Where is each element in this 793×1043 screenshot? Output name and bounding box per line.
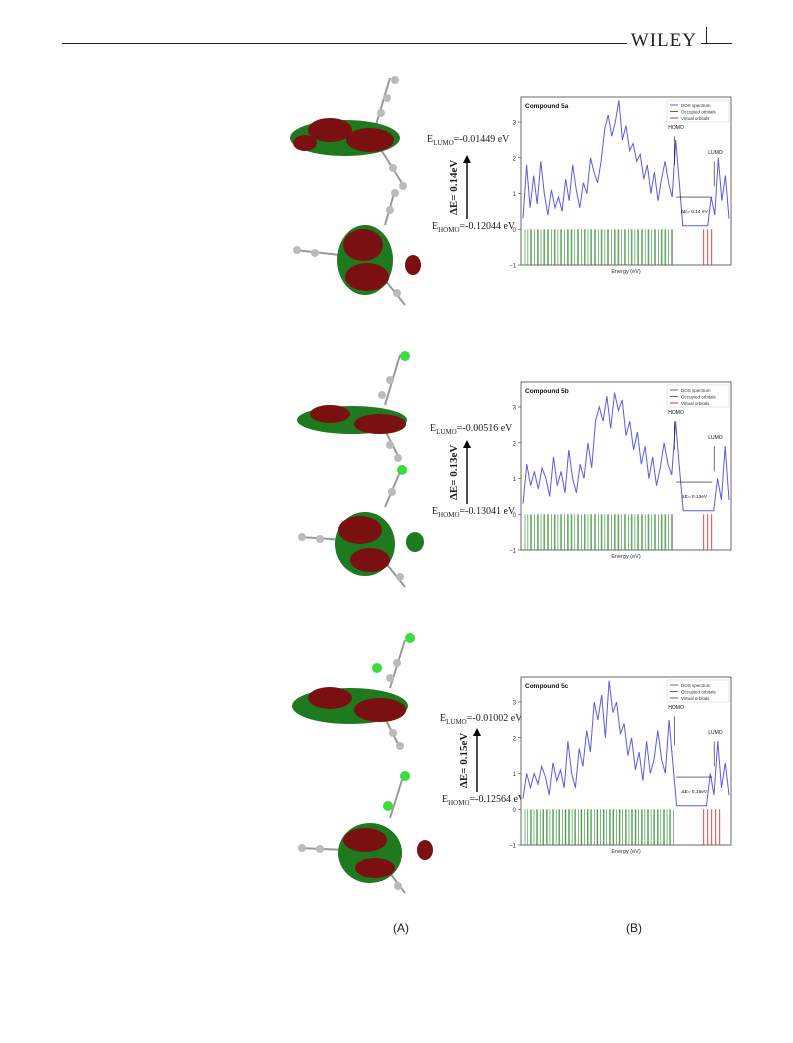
header-rule	[62, 43, 732, 44]
y-tick-label: −1	[509, 549, 517, 555]
lumo-energy-5a: ELUMO=-0.01449 eV	[427, 134, 510, 147]
dos-chart-5a: −1 0 1 2 3 Compound 5a DOS spectrum Occupied or…	[509, 96, 732, 275]
y-tick-label: −1	[509, 844, 517, 850]
lumo-annotation: LUMO	[708, 150, 723, 156]
chart-title: Compound 5c	[525, 683, 569, 690]
y-tick-label: 2	[513, 441, 517, 447]
lumo-orbital-5a	[290, 76, 407, 190]
lumo-energy-5c: ELUMO=-0.01002 eV	[440, 713, 523, 726]
legend-box	[666, 384, 730, 408]
lumo-annotation: LUMO	[708, 435, 723, 441]
y-tick-label: 3	[513, 406, 517, 412]
dos-chart-5c: −1 0 1 2 3 Compound 5c DOS spectrum Occupied or…	[509, 676, 732, 855]
chart-title: Compound 5b	[525, 388, 569, 395]
y-tick-label: 0	[513, 808, 517, 814]
gap-annotation: ΔE= 0.13eV	[681, 494, 708, 500]
homo-energy-5c: EHOMO=-0.12564 eV	[442, 794, 526, 807]
homo-annotation: HOMO	[668, 410, 684, 416]
homo-energy-5a: EHOMO=-0.12044 eV	[432, 221, 516, 234]
legend-entry: Virtual orbitals	[681, 696, 710, 701]
homo-orbital-5c	[298, 771, 433, 894]
legend-entry: Occupied orbitals	[681, 690, 717, 695]
y-tick-label: −1	[509, 264, 517, 270]
legend-box	[666, 679, 730, 703]
y-tick-label: 0	[513, 513, 517, 519]
gap-arrow-5a	[463, 155, 471, 219]
x-axis-label: Energy (eV)	[611, 554, 641, 560]
homo-energy-5b: EHOMO=-0.13041 eV	[432, 506, 516, 519]
x-axis-label: Energy (eV)	[611, 849, 641, 855]
gap-annotation: ΔE= 0.15eV	[681, 789, 708, 795]
y-tick-label: 1	[513, 772, 517, 778]
gap-annotation: ΔE= 0.14 eV	[681, 209, 709, 215]
plot-frame	[520, 381, 732, 551]
dos-curve	[522, 100, 730, 227]
gap-arrow-5c	[473, 728, 481, 792]
lumo-orbital-5c	[292, 633, 415, 750]
legend-entry: DOS spectrum	[681, 683, 711, 688]
y-tick-label: 1	[513, 192, 517, 198]
homo-orbital-5a	[293, 189, 421, 306]
homo-orbital-5b	[298, 465, 424, 588]
legend-entry: Occupied orbitals	[681, 395, 717, 400]
dos-curve	[522, 392, 730, 512]
lumo-orbital-5b	[297, 351, 410, 462]
panel-label-b: (B)	[626, 921, 642, 935]
y-tick-label: 2	[513, 736, 517, 742]
y-tick-label: 0	[513, 228, 517, 234]
gap-label-5c: ΔE= 0.15eV	[458, 732, 470, 788]
lumo-energy-5b: ELUMO=-0.00516 eV	[430, 423, 513, 436]
legend-entry: DOS spectrum	[681, 103, 711, 108]
plot-frame	[520, 96, 732, 266]
y-tick-label: 1	[513, 477, 517, 483]
chart-title: Compound 5a	[525, 103, 569, 110]
homo-annotation: HOMO	[668, 705, 684, 711]
legend-entry: Virtual orbitals	[681, 401, 710, 406]
x-axis-label: Energy (eV)	[611, 269, 641, 275]
y-tick-label: 3	[513, 121, 517, 127]
dos-chart-5b: −1 0 1 2 3 Compound 5b DOS spectrum Occupied or…	[509, 381, 732, 560]
legend-box	[666, 99, 730, 123]
dos-curve	[522, 680, 730, 807]
lumo-annotation: LUMO	[708, 730, 723, 736]
legend-entry: DOS spectrum	[681, 388, 711, 393]
header-tick	[706, 27, 707, 44]
gap-label-5a: ΔE= 0.14eV	[448, 159, 460, 215]
gap-arrow-5b	[463, 440, 471, 504]
publisher-logo: WILEY	[626, 30, 701, 52]
legend-entry: Occupied orbitals	[681, 110, 717, 115]
y-tick-label: 2	[513, 156, 517, 162]
y-tick-label: 3	[513, 701, 517, 707]
legend-entry: Virtual orbitals	[681, 116, 710, 121]
gap-label-5b: ΔE= 0.13eV	[448, 444, 460, 500]
panel-label-a: (A)	[393, 921, 409, 935]
homo-annotation: HOMO	[668, 125, 684, 131]
